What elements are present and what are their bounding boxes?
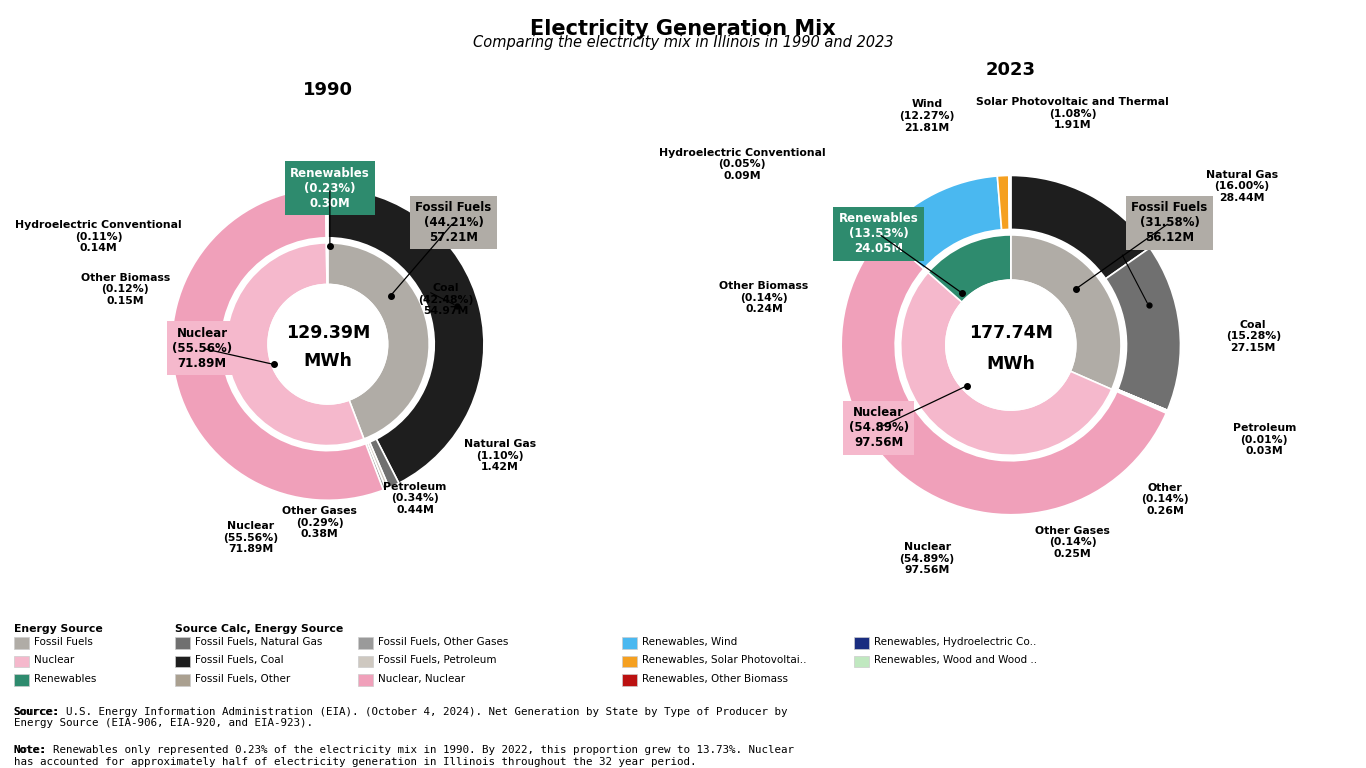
Text: Fossil Fuels, Other Gases: Fossil Fuels, Other Gases bbox=[378, 637, 508, 647]
Text: Renewables: Renewables bbox=[34, 674, 97, 684]
Text: Note:: Note: bbox=[14, 745, 46, 755]
Wedge shape bbox=[172, 188, 384, 500]
Wedge shape bbox=[1105, 248, 1180, 410]
Text: Fossil Fuels, Natural Gas: Fossil Fuels, Natural Gas bbox=[195, 637, 322, 647]
Text: Fossil Fuels, Other: Fossil Fuels, Other bbox=[195, 674, 291, 684]
Text: Other Gases
(0.14%)
0.25M: Other Gases (0.14%) 0.25M bbox=[1035, 525, 1111, 559]
Text: 129.39M: 129.39M bbox=[285, 324, 370, 342]
Text: Fossil Fuels
(31.58%)
56.12M: Fossil Fuels (31.58%) 56.12M bbox=[1131, 201, 1208, 244]
Text: Source Calc, Energy Source: Source Calc, Energy Source bbox=[175, 624, 343, 634]
Title: 2023: 2023 bbox=[986, 61, 1035, 79]
Text: Source: U.S. Energy Information Administration (EIA). (October 4, 2024). Net Gen: Source: U.S. Energy Information Administ… bbox=[14, 707, 787, 728]
Text: Nuclear
(55.56%)
71.89M: Nuclear (55.56%) 71.89M bbox=[223, 521, 279, 554]
Text: Other Biomass
(0.12%)
0.15M: Other Biomass (0.12%) 0.15M bbox=[81, 273, 169, 306]
Text: Renewables, Solar Photovoltai..: Renewables, Solar Photovoltai.. bbox=[642, 655, 806, 666]
Text: Hydroelectric Conventional
(0.05%)
0.09M: Hydroelectric Conventional (0.05%) 0.09M bbox=[658, 147, 825, 181]
Circle shape bbox=[945, 280, 1076, 410]
Text: Other Biomass
(0.14%)
0.24M: Other Biomass (0.14%) 0.24M bbox=[720, 281, 809, 314]
Wedge shape bbox=[1011, 175, 1150, 279]
Text: Solar Photovoltaic and Thermal
(1.08%)
1.91M: Solar Photovoltaic and Thermal (1.08%) 1… bbox=[977, 98, 1169, 131]
Text: Wind
(12.27%)
21.81M: Wind (12.27%) 21.81M bbox=[899, 99, 955, 133]
Text: Hydroelectric Conventional
(0.11%)
0.14M: Hydroelectric Conventional (0.11%) 0.14M bbox=[15, 220, 182, 253]
Text: Nuclear: Nuclear bbox=[34, 655, 74, 666]
Text: Electricity Generation Mix: Electricity Generation Mix bbox=[530, 19, 836, 39]
Text: Note: Renewables only represented 0.23% of the electricity mix in 1990. By 2022,: Note: Renewables only represented 0.23% … bbox=[14, 745, 794, 766]
Text: MWh: MWh bbox=[986, 355, 1035, 372]
Wedge shape bbox=[328, 243, 429, 439]
Text: Renewables, Wood and Wood ..: Renewables, Wood and Wood .. bbox=[874, 655, 1037, 666]
Text: Nuclear
(54.89%)
97.56M: Nuclear (54.89%) 97.56M bbox=[848, 406, 908, 449]
Text: Other Gases
(0.29%)
0.38M: Other Gases (0.29%) 0.38M bbox=[283, 506, 357, 539]
Wedge shape bbox=[900, 273, 1112, 455]
Wedge shape bbox=[366, 443, 387, 490]
Text: Petroleum
(0.01%)
0.03M: Petroleum (0.01%) 0.03M bbox=[1232, 423, 1296, 456]
Wedge shape bbox=[884, 176, 1001, 269]
Wedge shape bbox=[326, 243, 328, 284]
Wedge shape bbox=[928, 235, 1011, 302]
Text: Renewables
(13.53%)
24.05M: Renewables (13.53%) 24.05M bbox=[839, 212, 918, 255]
Text: Nuclear, Nuclear: Nuclear, Nuclear bbox=[378, 674, 466, 684]
Wedge shape bbox=[1009, 175, 1011, 230]
Wedge shape bbox=[328, 188, 484, 483]
Wedge shape bbox=[1011, 235, 1121, 389]
Text: Comparing the electricity mix in Illinois in 1990 and 2023: Comparing the electricity mix in Illinoi… bbox=[473, 35, 893, 50]
Text: Nuclear
(54.89%)
97.56M: Nuclear (54.89%) 97.56M bbox=[900, 542, 955, 575]
Wedge shape bbox=[325, 188, 326, 238]
Text: MWh: MWh bbox=[303, 353, 352, 370]
Title: 1990: 1990 bbox=[303, 81, 352, 99]
Wedge shape bbox=[1117, 391, 1167, 413]
Text: Other
(0.14%)
0.26M: Other (0.14%) 0.26M bbox=[1141, 483, 1188, 516]
Text: Natural Gas
(16.00%)
28.44M: Natural Gas (16.00%) 28.44M bbox=[1206, 170, 1279, 203]
Wedge shape bbox=[1117, 389, 1168, 412]
Wedge shape bbox=[997, 175, 1009, 230]
Text: Source:: Source: bbox=[14, 707, 59, 717]
Wedge shape bbox=[841, 233, 1167, 515]
Text: 177.74M: 177.74M bbox=[968, 324, 1053, 342]
Text: Fossil Fuels
(44.21%)
57.21M: Fossil Fuels (44.21%) 57.21M bbox=[415, 201, 492, 244]
Text: Energy Source: Energy Source bbox=[14, 624, 102, 634]
Text: Petroleum
(0.34%)
0.44M: Petroleum (0.34%) 0.44M bbox=[384, 482, 447, 515]
Text: Renewables, Other Biomass: Renewables, Other Biomass bbox=[642, 674, 788, 684]
Text: Coal
(42.48%)
54.97M: Coal (42.48%) 54.97M bbox=[418, 283, 473, 316]
Wedge shape bbox=[1117, 389, 1168, 410]
Text: Natural Gas
(1.10%)
1.42M: Natural Gas (1.10%) 1.42M bbox=[464, 439, 537, 472]
Text: Renewables, Hydroelectric Co..: Renewables, Hydroelectric Co.. bbox=[874, 637, 1037, 647]
Wedge shape bbox=[227, 243, 363, 445]
Wedge shape bbox=[367, 442, 389, 489]
Circle shape bbox=[268, 284, 388, 404]
Text: Nuclear
(55.56%)
71.89M: Nuclear (55.56%) 71.89M bbox=[172, 326, 232, 369]
Wedge shape bbox=[370, 439, 399, 488]
Text: Renewables, Wind: Renewables, Wind bbox=[642, 637, 738, 647]
Text: Fossil Fuels: Fossil Fuels bbox=[34, 637, 93, 647]
Text: Fossil Fuels, Coal: Fossil Fuels, Coal bbox=[195, 655, 284, 666]
Text: Fossil Fuels, Petroleum: Fossil Fuels, Petroleum bbox=[378, 655, 497, 666]
Text: Coal
(15.28%)
27.15M: Coal (15.28%) 27.15M bbox=[1225, 319, 1281, 353]
Text: Renewables
(0.23%)
0.30M: Renewables (0.23%) 0.30M bbox=[290, 167, 370, 210]
